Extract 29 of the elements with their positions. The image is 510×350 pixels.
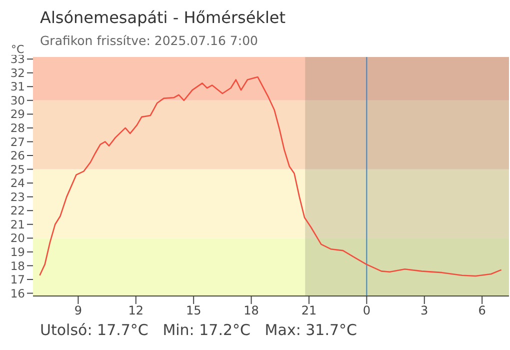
x-tick-label: 12 [128,304,144,318]
y-tick-label: 18 [10,258,25,273]
y-tick-label: 25 [10,162,25,176]
y-tick-label: 17 [10,272,25,287]
text: Utolsó: 17.7°C Min: 17.2°C Max: 31.7°C [40,321,358,339]
chart-title: Alsónemesapáti - Hőmérséklet [40,8,286,27]
y-tick-label: 27 [10,134,25,149]
y-tick-label: 22 [10,204,25,218]
x-tick-label: 9 [74,304,82,318]
y-tick-label: 21 [10,217,25,232]
x-tick-label: 0 [362,304,370,318]
y-tick-label: 19 [10,245,25,259]
y-tick-label: 26 [10,148,25,163]
y-tick-label: 30 [10,93,25,108]
x-tick-label: 6 [478,304,486,318]
y-tick-label: 28 [10,121,25,136]
y-tick-label: 20 [10,231,25,246]
chart-subtitle: Grafikon frissítve: 2025.07.16 7:00 [40,33,258,48]
x-tick-label: 15 [186,304,202,318]
line-series [39,76,502,277]
y-tick-label: 24 [10,176,25,190]
y-tick-label: 23 [10,190,25,204]
y-tick-label: 32 [10,66,25,80]
y-tick-label: 16 [10,286,25,300]
x-tick-label: 3 [420,304,428,318]
x-tick-label: 21 [301,304,317,318]
y-tick-label: 29 [10,107,25,122]
y-tick-label: 31 [10,80,25,94]
x-tick-label: 18 [244,304,259,318]
